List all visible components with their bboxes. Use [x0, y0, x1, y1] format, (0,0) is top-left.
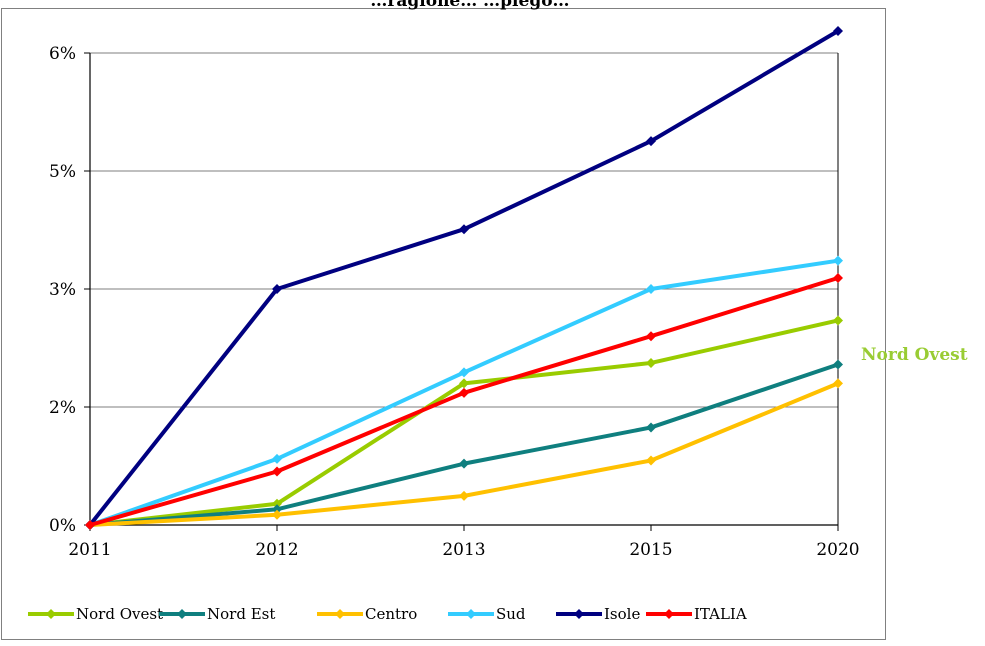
data-point: [833, 315, 843, 326]
series-italia: [85, 272, 843, 530]
data-point: [459, 367, 469, 378]
data-point: [646, 284, 656, 294]
data-point: [459, 458, 469, 469]
data-point: [272, 453, 282, 464]
legend-item: ITALIA: [646, 605, 747, 623]
x-tick-label: 2013: [442, 540, 485, 560]
x-tick-label: 2020: [816, 540, 859, 560]
data-point: [833, 272, 843, 283]
legend-label: Centro: [365, 605, 417, 623]
y-tick-label: 5%: [49, 162, 76, 182]
data-point: [272, 498, 282, 509]
legend-label: ITALIA: [694, 605, 747, 623]
gridlines: [90, 52, 838, 408]
data-point: [646, 455, 656, 466]
series-nord-ovest: [85, 315, 843, 530]
legend-swatch-marker: [574, 609, 584, 619]
legend-swatch-marker: [46, 609, 56, 619]
data-point: [646, 136, 656, 147]
data-point: [272, 466, 282, 477]
legend-swatch-marker: [335, 609, 345, 619]
data-point: [272, 284, 282, 294]
data-point: [459, 490, 469, 501]
legend-label: Isole: [604, 605, 640, 623]
legend-item: Nord Est: [159, 605, 275, 623]
legend-label: Sud: [496, 605, 526, 623]
data-point: [646, 422, 656, 433]
y-tick-label: 2%: [49, 398, 76, 418]
legend: Nord Ovest Nord Est Centro Sud Isole ITALIA: [28, 605, 747, 623]
legend-swatch-marker: [466, 609, 476, 619]
x-tick-label: 2011: [68, 540, 111, 560]
legend-item: Sud: [448, 605, 526, 623]
legend-label: Nord Est: [207, 605, 275, 623]
data-point: [85, 520, 95, 530]
data-point: [459, 224, 469, 235]
legend-item: Nord Ovest: [28, 605, 163, 623]
y-tick-label: 6%: [49, 44, 76, 64]
x-axis-ticks: 2011 2012 2013 2015 2020: [68, 525, 860, 560]
legend-label: Nord Ovest: [76, 605, 163, 623]
chart-title: …ragione… …piego…: [370, 0, 569, 11]
legend-swatch-marker: [664, 609, 674, 619]
data-point: [833, 255, 843, 266]
x-tick-label: 2012: [255, 540, 298, 560]
annotation-label: Nord Ovest: [861, 345, 968, 365]
data-point: [459, 387, 469, 398]
data-point: [646, 357, 656, 368]
data-point: [833, 25, 843, 36]
data-point: [272, 509, 282, 520]
y-tick-label: 3%: [49, 280, 76, 300]
data-point: [833, 378, 843, 389]
legend-item: Isole: [556, 605, 640, 623]
legend-swatch-marker: [177, 609, 187, 619]
data-point: [833, 359, 843, 370]
legend-item: Centro: [317, 605, 417, 623]
data-point: [272, 504, 282, 515]
y-tick-label: 0%: [49, 516, 76, 536]
x-tick-label: 2015: [629, 540, 672, 560]
y-axis-ticks: 0% 2% 3% 5% 6%: [49, 44, 90, 536]
series-group: [85, 25, 843, 530]
data-point: [459, 378, 469, 389]
data-point: [646, 331, 656, 342]
